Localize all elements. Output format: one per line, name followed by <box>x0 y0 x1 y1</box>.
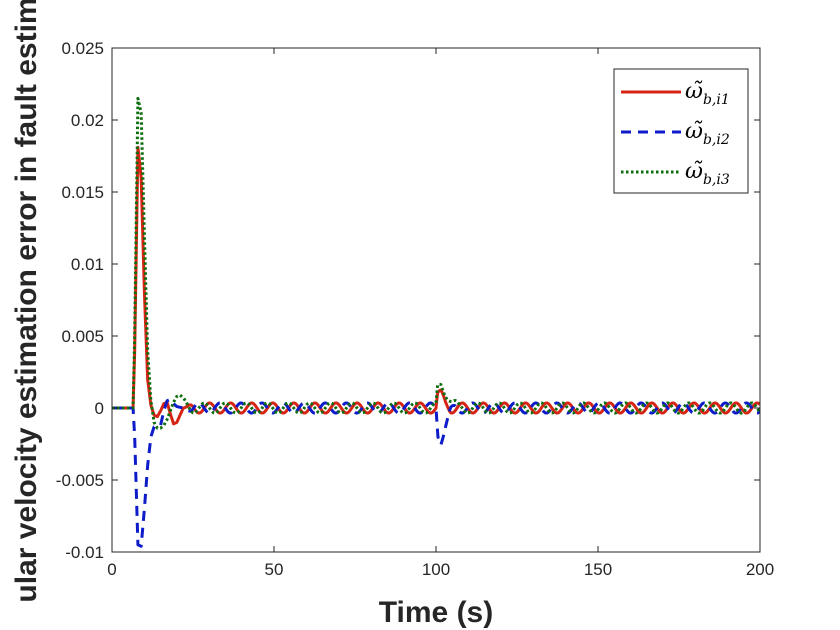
y-axis-title: ular velocity estimation error in fault … <box>10 0 43 603</box>
y-tick-label: 0.015 <box>61 183 104 202</box>
series-line-2 <box>112 397 760 548</box>
y-tick-label: 0 <box>95 399 104 418</box>
series-layer <box>112 96 760 548</box>
x-tick-label: 50 <box>265 560 284 579</box>
y-tick-label: 0.02 <box>71 111 104 130</box>
x-tick-label: 100 <box>422 560 450 579</box>
y-tick-label: 0.01 <box>71 255 104 274</box>
y-tick-label: -0.01 <box>65 543 104 562</box>
x-tick-label: 150 <box>584 560 612 579</box>
y-tick-label: -0.005 <box>56 471 104 490</box>
legend-subscript: b,i2 <box>703 132 730 148</box>
legend-symbol: ω̃ <box>685 119 703 144</box>
series-line-1 <box>112 145 760 426</box>
y-tick-label: 0.005 <box>61 327 104 346</box>
y-tick-label: 0.025 <box>61 39 104 58</box>
legend-subscript: b,i1 <box>703 92 730 108</box>
tick-layer: 0 50 100 150 200 -0.01 -0.005 0 0.005 0.01 0.015 0.… <box>56 39 774 579</box>
x-tick-label: 0 <box>107 560 116 579</box>
legend-symbol: ω̃ <box>685 159 703 184</box>
x-axis-title: Time (s) <box>379 596 493 629</box>
legend-label-1: ω̃b,i1 <box>685 79 730 108</box>
legend: ω̃b,i1ω̃b,i2ω̃b,i3 <box>613 68 749 194</box>
legend-label-3: ω̃b,i3 <box>685 159 730 188</box>
legend-symbol: ω̃ <box>685 79 703 104</box>
legend-subscript: b,i3 <box>703 172 730 188</box>
series-line-3 <box>112 96 760 430</box>
x-tick-label: 200 <box>746 560 774 579</box>
legend-label-2: ω̃b,i2 <box>685 119 730 148</box>
